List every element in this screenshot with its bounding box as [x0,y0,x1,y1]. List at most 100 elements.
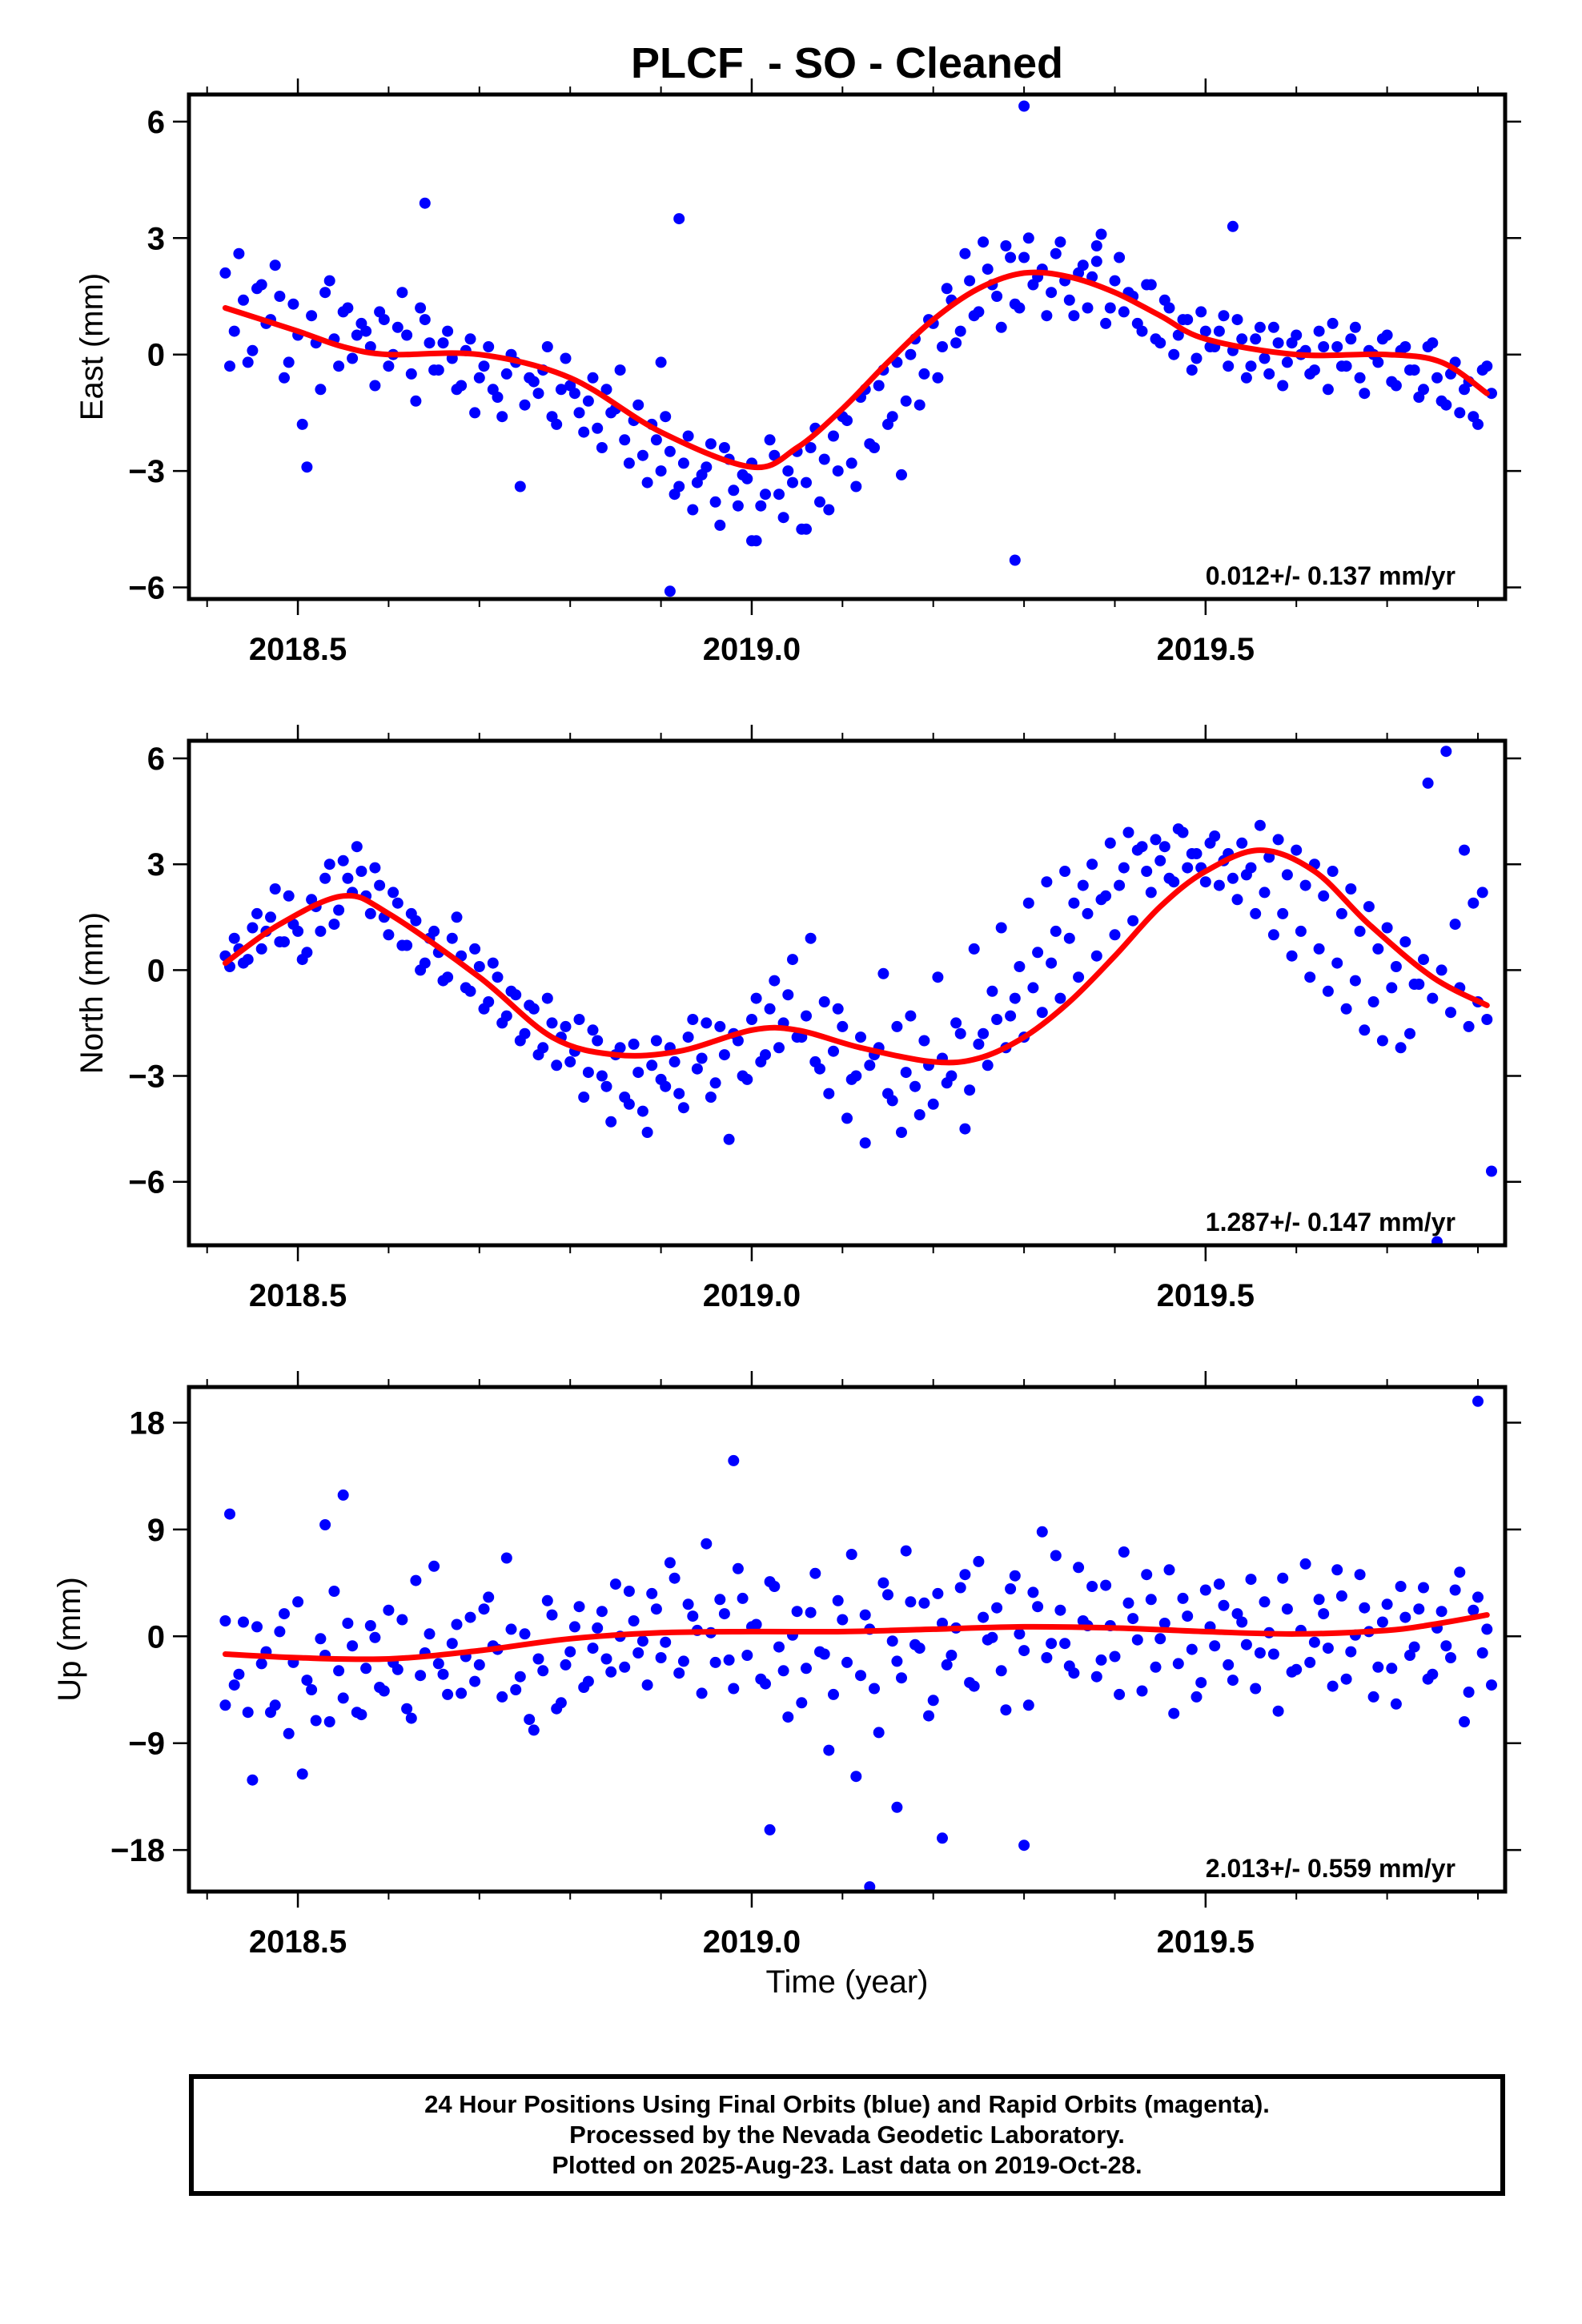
x-tick-label: 2019.0 [703,1278,801,1313]
data-point [1272,1705,1284,1717]
data-point [274,1626,286,1638]
data-point [228,932,240,944]
x-tick-label: 2019.0 [703,632,801,667]
data-point [909,1080,921,1092]
data-point [1240,372,1252,384]
data-point [1145,1594,1157,1606]
data-point [619,434,631,446]
data-point [1236,1616,1248,1628]
data-point [1390,1698,1402,1710]
data-point [1018,100,1030,112]
data-point [492,971,504,983]
data-point [1331,1564,1343,1576]
data-point [255,943,267,955]
data-point [1463,1020,1475,1032]
x-tick-label: 2018.5 [249,632,347,667]
data-point [782,989,794,1001]
data-point [1422,341,1434,352]
data-point [814,496,825,508]
data-point [1386,376,1398,388]
data-point [279,1608,290,1620]
data-point [1331,341,1343,352]
y-tick-label: 3 [147,221,165,256]
data-point [1476,1647,1488,1659]
data-point [437,1668,449,1680]
data-point [1186,364,1198,376]
data-point [1267,929,1279,941]
data-point [1431,372,1443,384]
data-point [714,1020,726,1032]
data-point [1376,1035,1388,1047]
data-point [1227,1675,1239,1687]
data-point [1068,1667,1080,1679]
y-tick-label: 0 [147,953,165,988]
data-point [473,372,485,384]
data-point [1386,1663,1398,1675]
data-point [524,999,536,1011]
data-point [691,1063,703,1075]
data-point [632,1067,644,1079]
data-point [1404,1027,1415,1039]
data-point [446,932,458,944]
data-point [1118,862,1130,874]
data-point [251,1621,263,1633]
data-point [1349,975,1361,987]
data-point [437,337,449,349]
data-point [1172,1658,1184,1670]
data-point [1281,1603,1293,1615]
data-point [1267,1648,1279,1660]
data-point [219,267,231,279]
data-point [986,985,998,997]
data-point [1335,907,1347,919]
data-point [279,936,290,948]
data-point [1272,834,1284,846]
data-point [1259,887,1271,899]
data-point [1090,240,1102,251]
data-point [228,325,240,337]
data-point [560,1659,572,1671]
data-point [773,1042,785,1054]
data-point [696,1052,708,1064]
data-point [1046,1638,1058,1650]
data-point [1413,392,1425,403]
data-point [1131,1634,1143,1646]
data-point [1449,1584,1461,1596]
data-point [1404,364,1415,376]
data-point [732,1562,744,1574]
data-point [238,1616,249,1628]
data-point [905,348,917,360]
data-point [1277,380,1289,392]
data-point [464,1611,476,1623]
data-point [623,1586,635,1597]
data-point [592,422,604,434]
data-point [1177,1592,1189,1604]
data-point [760,489,771,501]
data-point [1472,1395,1484,1407]
data-point [287,919,299,931]
data-point [1077,879,1089,891]
data-point [660,1080,672,1092]
data-point [896,468,907,480]
data-point [255,1658,267,1670]
data-point [560,1020,572,1032]
data-point [641,476,653,489]
data-point [1331,957,1343,969]
y-tick-label: 6 [147,742,165,777]
data-point [1213,1578,1225,1590]
data-point [596,442,608,453]
data-point [991,291,1003,302]
data-point [1345,1646,1357,1658]
data-point [814,1646,825,1658]
data-point [741,472,753,485]
y-tick-label: 0 [147,1619,165,1655]
data-point [682,430,694,442]
data-point [623,457,635,469]
data-point [832,1003,844,1015]
data-point [364,1620,376,1631]
data-point [841,415,853,427]
data-point [546,1017,558,1029]
data-point [1082,302,1094,314]
data-point [950,1017,962,1029]
data-point [1027,982,1039,994]
data-point [718,442,730,453]
